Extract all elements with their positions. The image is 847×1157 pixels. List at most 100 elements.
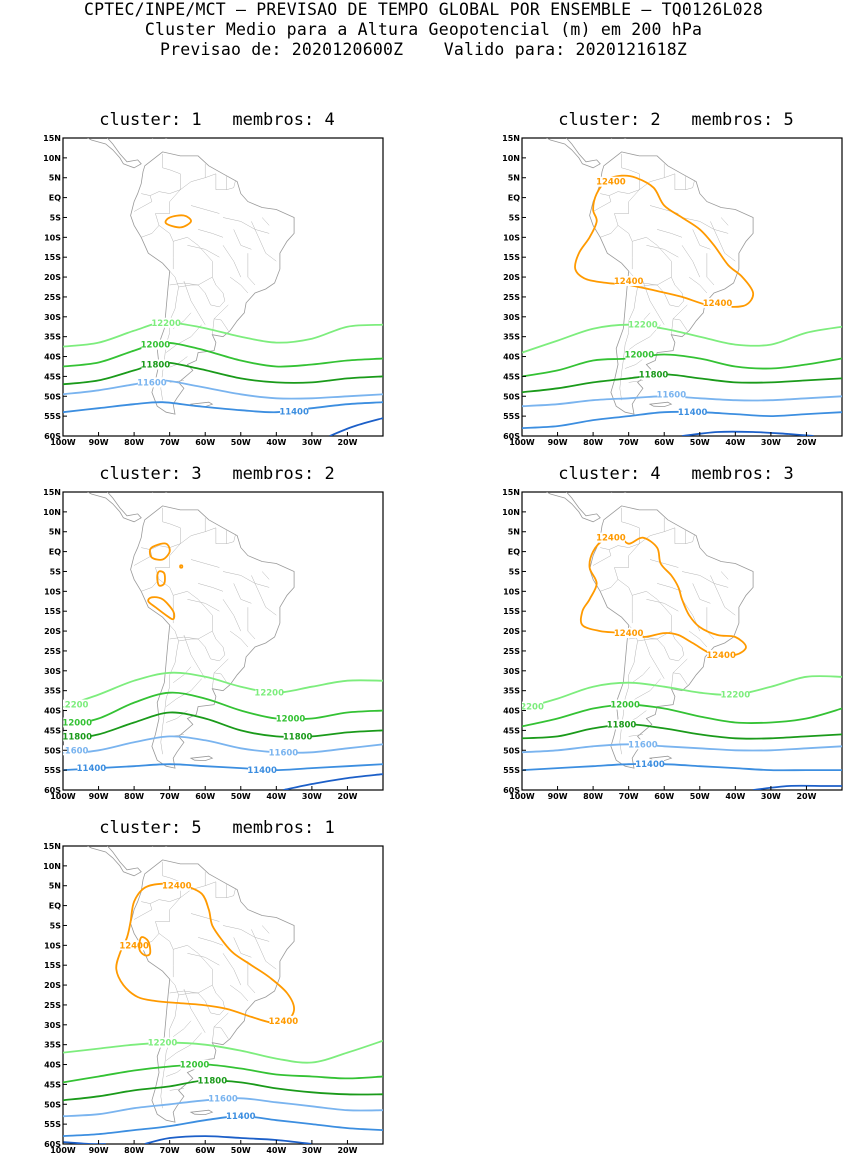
- country-border: [226, 180, 236, 190]
- country-border: [190, 205, 220, 214]
- lon-tick-label: 40W: [725, 438, 745, 447]
- contour-label-12000: 12000: [625, 351, 655, 361]
- country-border: [681, 245, 701, 278]
- country-border: [187, 245, 220, 258]
- contour-11600: [522, 743, 842, 754]
- map-layer: 12200 12000 11800 11600 11400: [63, 138, 383, 436]
- lon-tick-label: 40W: [266, 1146, 286, 1155]
- contour-label-12400: 12400: [119, 941, 149, 951]
- contour-11200: [329, 417, 383, 436]
- country-border: [671, 672, 688, 689]
- country-border: [173, 666, 192, 683]
- country-border: [631, 237, 672, 278]
- lat-tick-label: 50S: [44, 392, 61, 401]
- lat-tick-label: 55S: [44, 766, 61, 775]
- contour-label-12000: 12000: [180, 1061, 210, 1071]
- country-border: [169, 636, 199, 640]
- country-border: [646, 245, 679, 258]
- lat-tick-label: 20S: [503, 627, 520, 636]
- lat-tick-label: 15N: [43, 842, 61, 851]
- contour-label-11600: 11600: [657, 390, 687, 400]
- contour-11200: [752, 784, 842, 790]
- contour-label-bg: [255, 687, 284, 698]
- panel-title: cluster: 3 membros: 2: [99, 464, 335, 484]
- contour-label-bg: [636, 759, 664, 770]
- country-border: [141, 225, 160, 238]
- coastline-falklands: [189, 755, 214, 762]
- contour-label-12400: 12400: [703, 299, 733, 309]
- lat-tick-label: EQ: [508, 194, 520, 203]
- contour-label-bg: [283, 731, 312, 742]
- lon-tick-label: 60W: [195, 1146, 215, 1155]
- lat-tick-label: 5N: [49, 528, 61, 537]
- contour-12000: [522, 703, 842, 728]
- lon-tick-label: 90W: [548, 438, 568, 447]
- country-border: [688, 276, 708, 294]
- contour-11800: [522, 373, 842, 394]
- lon-tick-label: 30W: [302, 792, 322, 801]
- lat-tick-label: 15N: [43, 134, 61, 143]
- map-plot: 12400 12400 12400 12200 12200 12000 11800 11600…: [502, 488, 843, 801]
- contour-label-11400: 11400: [77, 764, 107, 774]
- country-border: [592, 547, 612, 566]
- contour-11400: [63, 401, 383, 414]
- contour-label-11400: 11400: [226, 1112, 256, 1122]
- coastline-central-america: [87, 138, 142, 169]
- lat-tick-label: 40S: [44, 353, 61, 362]
- lon-tick-label: 70W: [619, 438, 639, 447]
- contour-label-bg: [614, 628, 643, 639]
- country-border: [172, 945, 213, 986]
- country-border: [222, 245, 242, 278]
- lat-tick-label: 20S: [503, 273, 520, 282]
- panel-title: cluster: 4 membros: 3: [558, 464, 794, 484]
- lat-tick-label: 5S: [50, 567, 62, 576]
- header-line-1: CPTEC/INPE/MCT – PREVISAO DE TEMPO GLOBA…: [84, 0, 763, 19]
- country-border: [198, 583, 224, 592]
- country-border: [226, 888, 236, 898]
- lat-tick-label: 5S: [509, 567, 521, 576]
- lat-tick-label: 55S: [44, 1120, 61, 1129]
- country-border: [178, 276, 213, 288]
- country-border: [614, 173, 675, 242]
- lat-tick-label: 35S: [44, 1041, 61, 1050]
- contour-label-bg: [137, 377, 166, 388]
- header-line-3: Previsao de: 2020120600Z Valido para: 20…: [160, 40, 687, 59]
- country-border: [215, 881, 227, 898]
- lat-tick-label: 5N: [49, 882, 61, 891]
- contour-label-bg: [269, 747, 298, 758]
- country-border: [681, 571, 729, 588]
- contour-label-12400: 12400: [706, 651, 736, 661]
- country-border: [681, 217, 729, 234]
- country-border: [632, 666, 651, 683]
- contour-11600: [63, 379, 383, 400]
- lat-tick-label: 55S: [503, 412, 520, 421]
- country-border: [133, 547, 153, 566]
- lon-tick-label: 100W: [509, 792, 535, 801]
- contour-label-11600: 11600: [59, 746, 89, 756]
- lat-tick-label: 35S: [503, 333, 520, 342]
- country-border: [637, 276, 672, 288]
- contour-label-12400: 12400: [596, 534, 626, 544]
- country-border: [674, 527, 686, 544]
- contour-label-11800: 11800: [62, 732, 92, 742]
- country-border: [198, 229, 224, 238]
- lon-tick-label: 70W: [619, 792, 639, 801]
- contour-11200: [681, 430, 814, 436]
- lat-tick-label: 15N: [502, 488, 520, 497]
- contour-label-bg: [596, 532, 625, 543]
- lon-tick-label: 50W: [231, 438, 251, 447]
- country-border: [649, 559, 679, 568]
- contour-label-12400: 12400: [596, 178, 626, 188]
- lat-tick-label: 45S: [44, 372, 61, 381]
- lat-tick-label: 50S: [503, 392, 520, 401]
- country-border: [178, 630, 213, 642]
- country-border: [215, 173, 227, 190]
- country-border: [213, 1012, 229, 1027]
- lon-tick-label: 40W: [266, 438, 286, 447]
- panel-title: cluster: 2 membros: 5: [558, 110, 794, 130]
- contour-label-11800: 11800: [639, 370, 669, 380]
- lat-tick-label: 25S: [503, 293, 520, 302]
- country-border: [226, 534, 236, 544]
- lon-tick-label: 90W: [89, 1146, 109, 1155]
- contour-11200: [283, 773, 383, 790]
